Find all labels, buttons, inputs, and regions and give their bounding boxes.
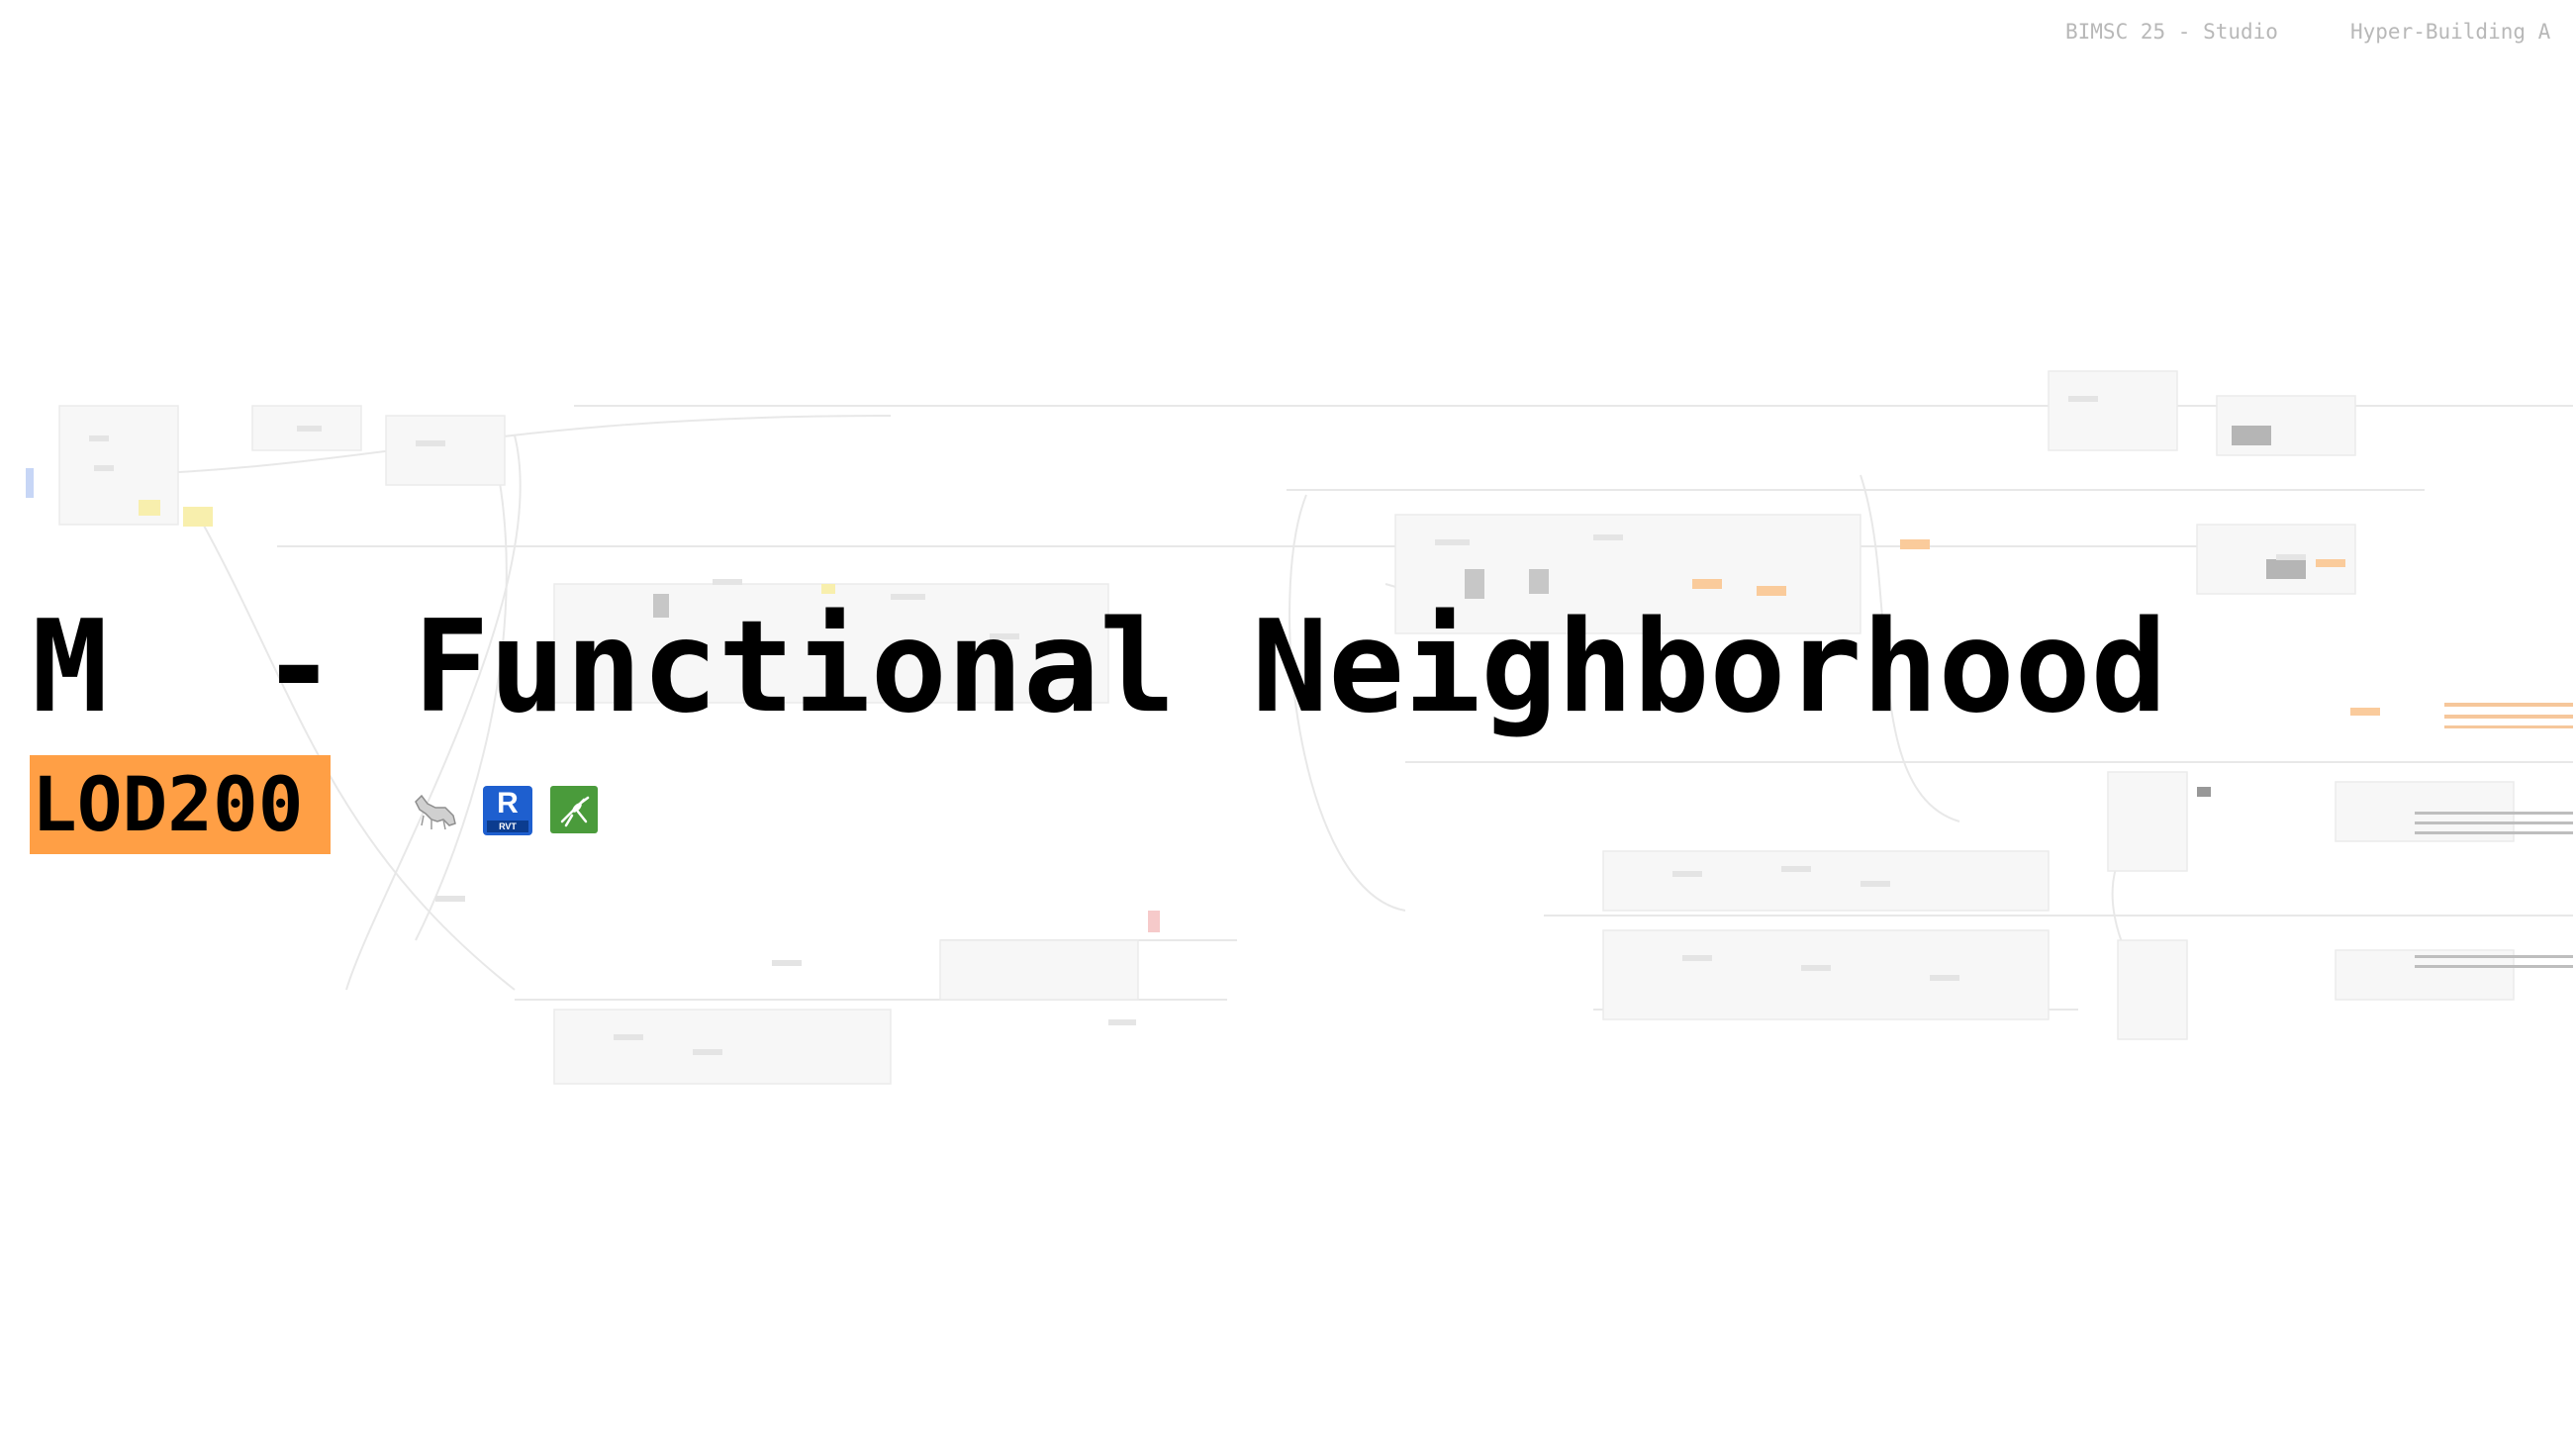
project-label: Hyper-Building A [2350,20,2551,44]
revit-icon: R RVT [483,786,532,835]
revit-icon-glyph: R [497,787,519,820]
grasshopper-icon [550,786,600,835]
course-label: BIMSC 25 - Studio [2065,20,2278,44]
rhino-icon [410,786,459,835]
page-title: M - Functional Neighborhood [32,594,2167,741]
revit-icon-caption: RVT [487,821,528,832]
lod-badge: LOD200 [30,755,331,854]
